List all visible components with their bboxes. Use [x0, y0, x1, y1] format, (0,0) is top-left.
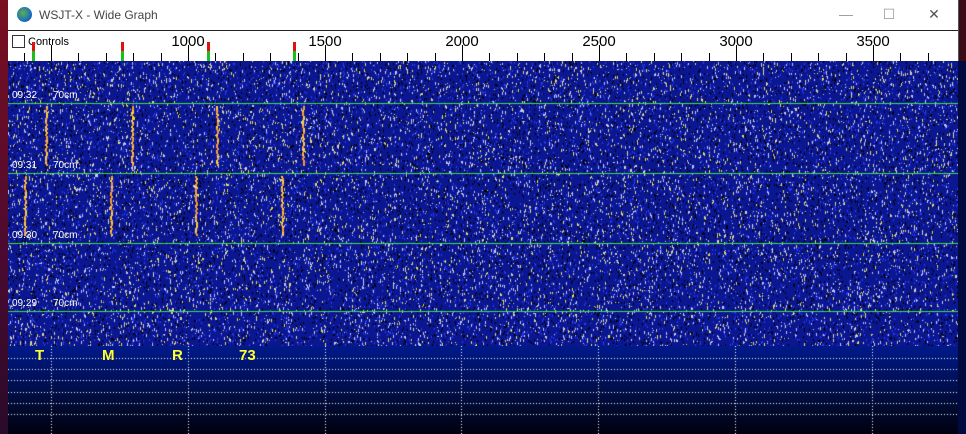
tone-label-t: T — [35, 347, 45, 364]
frequency-scale[interactable]: Controls 1000 1500 2000 2500 3000 3500 — [8, 30, 958, 62]
scale-tick — [845, 53, 847, 61]
scale-tick — [626, 53, 628, 61]
rx-frequency-marker — [207, 51, 210, 61]
checkbox-box[interactable] — [12, 35, 25, 48]
waterfall-time-label: 09:32 — [12, 90, 38, 101]
scale-label: 1000 — [171, 33, 205, 50]
scale-tick — [78, 53, 80, 61]
waterfall-band-label: 70cm — [53, 230, 78, 241]
scale-tick — [434, 53, 436, 61]
wide-graph-window: WSJT-X - Wide Graph — ☐ ✕ Controls 1000 1… — [8, 0, 959, 434]
scale-tick — [51, 45, 52, 61]
waterfall-band-label: 70cm — [53, 160, 78, 171]
desktop-background — [0, 0, 9, 434]
scale-tick — [927, 53, 929, 61]
scale-tick — [325, 45, 326, 61]
scale-tick — [736, 45, 737, 61]
window-title: WSJT-X - Wide Graph — [39, 8, 158, 22]
scale-tick — [379, 53, 381, 61]
waterfall-display[interactable] — [8, 61, 958, 346]
scale-label: 3500 — [856, 33, 890, 50]
scale-tick — [763, 53, 765, 61]
scale-tick — [516, 53, 518, 61]
tx-frequency-marker — [207, 42, 210, 51]
tone-label-73: 73 — [239, 347, 256, 364]
scale-tick — [297, 53, 299, 61]
scale-tick — [599, 45, 600, 61]
app-globe-icon — [17, 7, 32, 22]
scale-tick — [407, 53, 409, 61]
scale-label: 1500 — [308, 33, 342, 50]
close-button[interactable]: ✕ — [928, 6, 940, 22]
controls-checkbox[interactable]: Controls — [12, 35, 69, 48]
rx-frequency-marker — [32, 51, 35, 61]
scale-tick — [188, 45, 189, 61]
controls-label: Controls — [28, 35, 69, 48]
rx-frequency-marker — [121, 51, 124, 61]
scale-tick — [873, 45, 874, 61]
title-bar: WSJT-X - Wide Graph — ☐ ✕ — [8, 0, 958, 30]
tx-frequency-marker — [293, 42, 296, 51]
scale-tick — [900, 53, 902, 61]
scale-tick — [105, 53, 107, 61]
scale-tick — [133, 53, 135, 61]
tx-frequency-marker — [32, 42, 35, 51]
waterfall-band-label: 70cm — [53, 298, 78, 309]
scale-tick — [462, 45, 463, 61]
scale-tick — [544, 53, 546, 61]
scale-tick — [270, 53, 272, 61]
scale-label: 2000 — [445, 33, 479, 50]
scale-tick — [160, 53, 162, 61]
scale-tick — [23, 53, 25, 61]
scale-tick — [352, 53, 354, 61]
waterfall-time-label: 09:30 — [12, 230, 38, 241]
tone-label-m: M — [102, 347, 115, 364]
scale-label: 3000 — [719, 33, 753, 50]
scale-tick — [818, 53, 820, 61]
maximize-button[interactable]: ☐ — [882, 6, 896, 22]
waterfall-time-label: 09:29 — [12, 298, 38, 309]
adjacent-window-edge — [958, 61, 966, 434]
scale-tick — [653, 53, 655, 61]
minimize-button[interactable]: — — [839, 6, 853, 22]
tone-label-r: R — [172, 347, 183, 364]
waterfall-time-label: 09:31 — [12, 160, 38, 171]
scale-tick — [790, 53, 792, 61]
scale-label: 2500 — [582, 33, 616, 50]
scale-tick — [708, 53, 710, 61]
scale-tick — [215, 53, 217, 61]
waterfall-band-label: 70cm — [53, 90, 78, 101]
scale-tick — [571, 53, 573, 61]
scale-tick — [242, 53, 244, 61]
spectrum-display[interactable] — [8, 346, 958, 434]
tx-frequency-marker — [121, 42, 124, 51]
scale-tick — [489, 53, 491, 61]
rx-frequency-marker — [293, 51, 296, 61]
scale-tick — [681, 53, 683, 61]
